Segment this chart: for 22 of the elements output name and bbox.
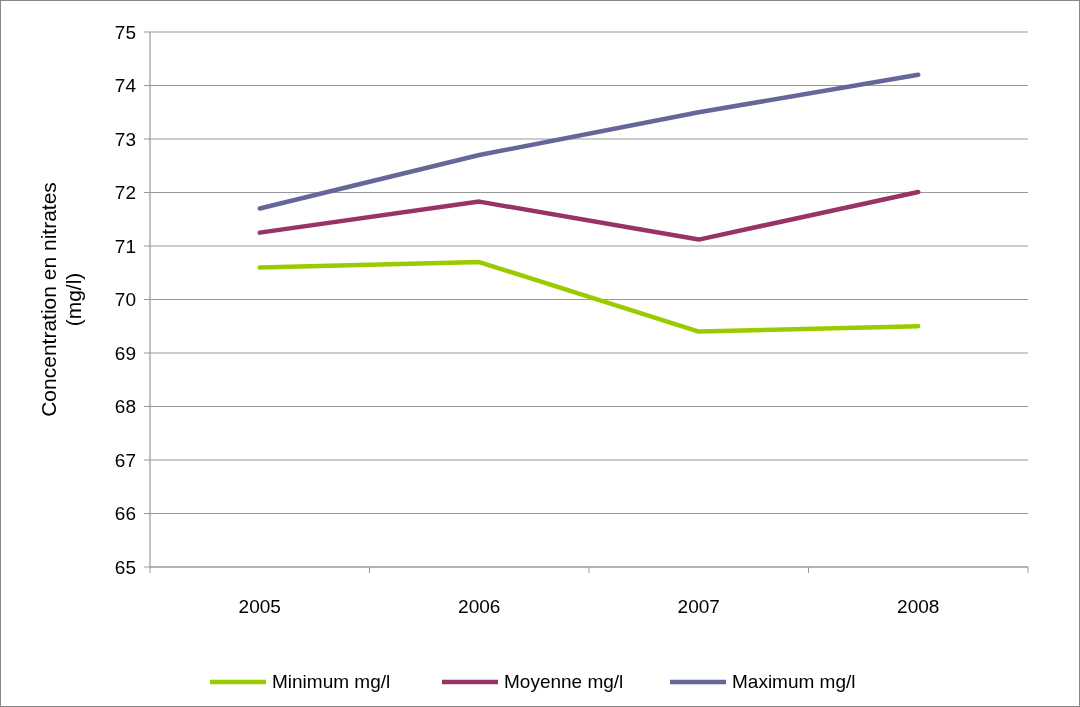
y-tick-label: 68 (114, 396, 136, 418)
line-series (257, 259, 921, 334)
line-series (257, 189, 921, 242)
y-tick-label: 67 (114, 449, 136, 471)
x-tick-label: 2005 (238, 596, 281, 617)
y-tick-label: 74 (114, 75, 137, 97)
line-series (257, 72, 921, 211)
y-tick-label: 70 (114, 289, 136, 311)
x-tick-label: 2006 (458, 596, 501, 617)
y-tick-label: 69 (114, 342, 136, 364)
x-tick-label: 2007 (677, 596, 720, 617)
y-tick-label: 65 (114, 556, 136, 578)
y-tick-label: 66 (114, 503, 136, 525)
x-tick-label: 2008 (897, 596, 940, 617)
legend-label: Minimum mg/l (272, 671, 391, 692)
y-tick-label: 75 (114, 21, 136, 43)
y-axis-title: Concentration en nitrates (mg/l) (36, 182, 85, 417)
y-tick-label: 73 (114, 128, 136, 150)
y-tick-label: 72 (114, 182, 136, 204)
legend-label: Moyenne mg/l (504, 671, 624, 692)
legend-label: Maximum mg/l (732, 671, 856, 692)
y-tick-label: 71 (114, 235, 136, 257)
